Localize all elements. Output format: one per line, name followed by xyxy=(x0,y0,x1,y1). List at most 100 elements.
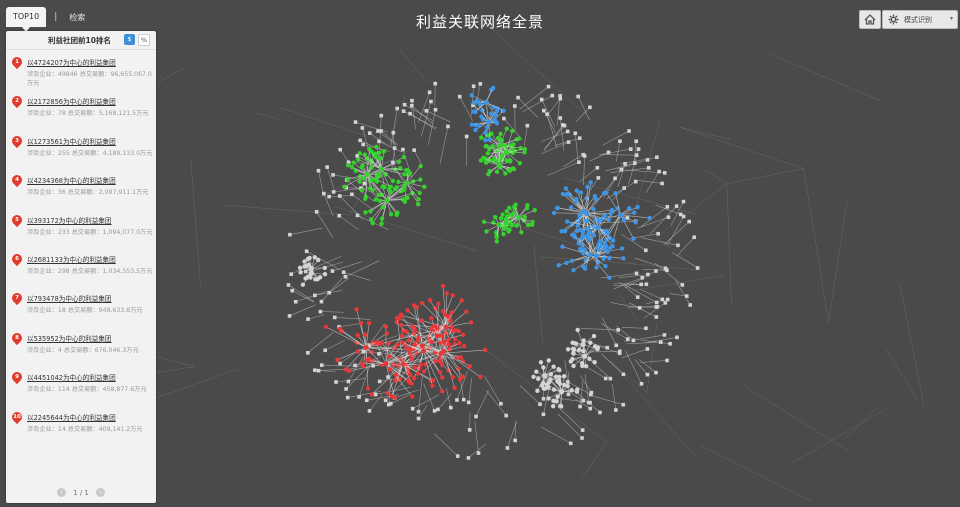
graph-node[interactable] xyxy=(559,229,564,234)
graph-node[interactable] xyxy=(377,156,383,161)
graph-node[interactable] xyxy=(379,221,384,226)
graph-node[interactable] xyxy=(302,264,307,269)
graph-node[interactable] xyxy=(617,212,624,218)
graph-node[interactable] xyxy=(675,335,679,340)
graph-node[interactable] xyxy=(550,403,556,409)
graph-node[interactable] xyxy=(367,409,372,413)
graph-node[interactable] xyxy=(621,372,626,377)
graph-node[interactable] xyxy=(545,112,549,116)
graph-node[interactable] xyxy=(409,356,415,362)
graph-node[interactable] xyxy=(588,406,593,411)
graph-node[interactable] xyxy=(494,108,500,113)
graph-node[interactable] xyxy=(359,188,364,193)
graph-node[interactable] xyxy=(580,243,585,248)
graph-node[interactable] xyxy=(407,372,413,377)
graph-node[interactable] xyxy=(476,123,482,128)
graph-node[interactable] xyxy=(468,320,474,325)
graph-node[interactable] xyxy=(635,204,640,210)
graph-node[interactable] xyxy=(618,139,622,143)
graph-node[interactable] xyxy=(562,123,567,128)
graph-node[interactable] xyxy=(460,374,465,379)
graph-node[interactable] xyxy=(660,297,665,302)
graph-node[interactable] xyxy=(293,299,298,304)
graph-node[interactable] xyxy=(379,113,384,118)
graph-node[interactable] xyxy=(662,333,667,337)
graph-node[interactable] xyxy=(433,81,438,86)
graph-node[interactable] xyxy=(357,151,362,156)
graph-node[interactable] xyxy=(466,456,471,460)
graph-node[interactable] xyxy=(646,272,650,277)
graph-node[interactable] xyxy=(362,332,368,337)
graph-node[interactable] xyxy=(394,319,399,325)
graph-node[interactable] xyxy=(513,438,517,443)
graph-node[interactable] xyxy=(369,349,375,355)
graph-node[interactable] xyxy=(464,309,469,314)
graph-node[interactable] xyxy=(461,397,466,402)
graph-node[interactable] xyxy=(427,298,433,303)
graph-node[interactable] xyxy=(383,361,389,367)
graph-node[interactable] xyxy=(434,326,440,332)
graph-node[interactable] xyxy=(459,298,464,303)
graph-node[interactable] xyxy=(557,374,562,380)
graph-node[interactable] xyxy=(551,364,556,369)
graph-node[interactable] xyxy=(602,190,607,196)
graph-node[interactable] xyxy=(581,250,586,256)
graph-node[interactable] xyxy=(476,451,481,455)
graph-node[interactable] xyxy=(373,177,378,182)
graph-node[interactable] xyxy=(383,324,389,329)
graph-node[interactable] xyxy=(628,147,633,151)
graph-node[interactable] xyxy=(467,428,472,432)
graph-node[interactable] xyxy=(416,202,421,207)
graph-node[interactable] xyxy=(322,265,328,271)
graph-node[interactable] xyxy=(573,131,578,136)
graph-node[interactable] xyxy=(616,328,620,332)
graph-node[interactable] xyxy=(681,214,686,219)
graph-node[interactable] xyxy=(457,94,462,99)
graph-node[interactable] xyxy=(300,282,306,287)
rank-title-link[interactable]: 以4451042为中心的利益集团 xyxy=(27,374,116,383)
graph-node[interactable] xyxy=(538,360,544,365)
graph-node[interactable] xyxy=(441,348,447,354)
graph-node[interactable] xyxy=(662,171,667,175)
graph-node[interactable] xyxy=(436,301,441,307)
graph-node[interactable] xyxy=(412,365,418,370)
graph-node[interactable] xyxy=(539,97,544,102)
graph-node[interactable] xyxy=(654,300,659,305)
graph-node[interactable] xyxy=(364,171,370,177)
graph-node[interactable] xyxy=(504,413,508,418)
graph-node[interactable] xyxy=(396,179,401,185)
graph-node[interactable] xyxy=(560,191,566,197)
graph-node[interactable] xyxy=(306,317,310,321)
graph-node[interactable] xyxy=(449,310,454,315)
graph-node[interactable] xyxy=(366,320,372,326)
graph-node[interactable] xyxy=(313,277,318,282)
graph-node[interactable] xyxy=(343,367,348,372)
graph-node[interactable] xyxy=(556,378,562,383)
graph-node[interactable] xyxy=(316,368,321,373)
graph-node[interactable] xyxy=(503,220,509,226)
graph-node[interactable] xyxy=(367,131,372,135)
graph-node[interactable] xyxy=(376,129,380,133)
graph-node[interactable] xyxy=(613,191,618,196)
rank-title-link[interactable]: 以1273561为中心的利益集团 xyxy=(27,137,116,146)
chevron-right-icon[interactable]: › xyxy=(96,488,106,497)
graph-node[interactable] xyxy=(570,340,575,345)
graph-node[interactable] xyxy=(327,290,331,295)
graph-node[interactable] xyxy=(376,192,381,198)
graph-node[interactable] xyxy=(617,351,622,356)
tab-top10[interactable]: TOP10 xyxy=(6,7,47,32)
graph-node[interactable] xyxy=(621,256,626,261)
graph-node[interactable] xyxy=(574,188,580,193)
graph-node[interactable] xyxy=(618,349,622,354)
graph-node[interactable] xyxy=(452,337,458,342)
graph-node[interactable] xyxy=(568,441,573,446)
rank-title-link[interactable]: 以4234368为中心的利益集团 xyxy=(27,177,116,186)
graph-node[interactable] xyxy=(504,209,509,214)
graph-node[interactable] xyxy=(316,257,321,263)
graph-node[interactable] xyxy=(550,93,555,98)
graph-node[interactable] xyxy=(363,210,368,215)
graph-node[interactable] xyxy=(586,237,591,242)
graph-node[interactable] xyxy=(365,386,371,391)
graph-node[interactable] xyxy=(619,167,624,172)
graph-node[interactable] xyxy=(377,139,381,144)
